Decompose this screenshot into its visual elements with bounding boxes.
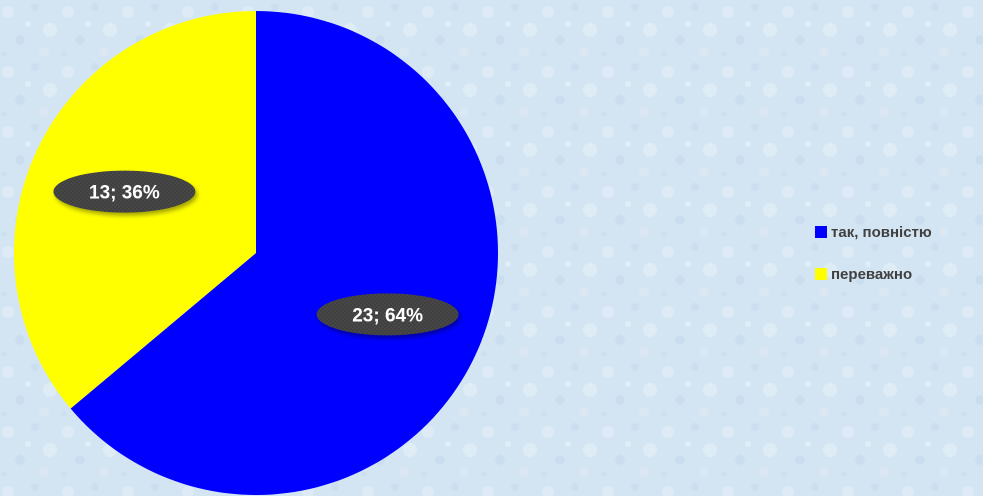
legend-label: так, повністю: [831, 223, 932, 241]
data-labels: 23; 64% 13; 36%: [53, 170, 459, 336]
pie-slices: [14, 11, 498, 496]
legend-swatch: [815, 268, 827, 280]
legend: так, повністю переважно: [815, 222, 932, 306]
legend-item-perevazhno: переважно: [815, 264, 932, 284]
data-label-tak-povnistyu: 23; 64%: [316, 293, 459, 336]
pie-slice-tak-povnistyu: [70, 11, 498, 496]
data-label-bubble: [316, 293, 459, 336]
data-label-text: 13; 36%: [89, 183, 160, 204]
data-label-text: 23; 64%: [352, 305, 423, 326]
legend-swatch: [815, 226, 827, 238]
legend-label: переважно: [831, 265, 913, 283]
data-label-bubble: [53, 170, 196, 213]
legend-item-tak-povnistyu: так, повністю: [815, 222, 932, 242]
data-label-perevazhno: 13; 36%: [53, 170, 196, 213]
